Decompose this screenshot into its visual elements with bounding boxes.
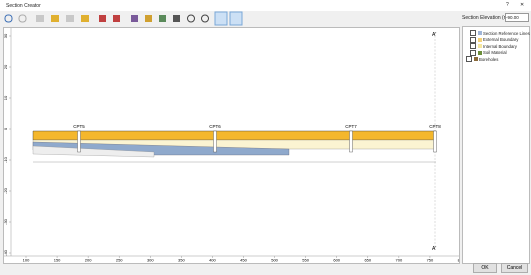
checkbox[interactable]: [470, 43, 476, 49]
x-tick-label: 750: [427, 258, 434, 263]
tree-item[interactable]: Soil Material: [470, 49, 507, 56]
layer-icon: [477, 31, 482, 35]
layer-icon: [477, 50, 482, 55]
layer-icon: [473, 57, 478, 61]
elevation-label: Section Elevation (m):: [462, 15, 511, 21]
x-tick-label: 200: [85, 258, 92, 263]
x-tick-label: 600: [333, 258, 340, 263]
y-tick-label: 20: [3, 64, 8, 69]
y-tick-label: -10: [3, 156, 8, 163]
y-tick-label: -40: [3, 249, 8, 256]
tree-label: Soil Material: [483, 50, 507, 55]
layer-icon: [477, 44, 482, 48]
borehole-label: CPT8: [429, 124, 441, 129]
x-tick-label: 250: [116, 258, 123, 263]
toolbar: [4, 11, 243, 26]
tree-label: External Boundary: [483, 37, 519, 42]
x-tick-label: 650: [364, 258, 371, 263]
y-tick-label: 10: [3, 95, 8, 100]
y-tick-label: 30: [3, 33, 8, 38]
layer-tree: Section Reference Lines External Boundary…: [462, 26, 530, 264]
tree-item[interactable]: External Boundary: [470, 36, 519, 43]
end-label-bottom: A': [432, 246, 436, 252]
tree-item[interactable]: Section Reference Lines: [470, 30, 530, 36]
y-tick-label: -20: [3, 187, 8, 194]
checkbox[interactable]: [470, 36, 476, 43]
layer-icon: [477, 37, 482, 42]
x-tick-label: 550: [302, 258, 309, 263]
borehole: [213, 130, 217, 153]
x-tick-label: 800: [458, 258, 460, 263]
checkbox[interactable]: [470, 30, 476, 36]
ok-button[interactable]: OK: [473, 263, 497, 273]
borehole-label: CPT6: [209, 124, 221, 129]
x-tick-label: 100: [23, 258, 30, 263]
borehole: [349, 130, 353, 153]
borehole: [77, 130, 81, 153]
close-button[interactable]: ✕: [520, 2, 525, 8]
borehole-label: CPT5: [73, 124, 85, 129]
tree-label: Boreholes: [479, 56, 499, 62]
y-tick-label: 0: [3, 127, 8, 130]
tree-item[interactable]: Internal Boundary: [470, 43, 517, 49]
x-tick-label: 350: [178, 258, 185, 263]
window-title: Section Creator: [6, 3, 41, 9]
tree-label: Internal Boundary: [483, 43, 517, 49]
toolbar-icons[interactable]: [4, 11, 243, 26]
checkbox[interactable]: [466, 56, 472, 62]
checkbox[interactable]: [470, 49, 476, 56]
tree-item[interactable]: Boreholes: [466, 56, 498, 62]
x-tick-label: 300: [147, 258, 154, 263]
borehole: [433, 130, 437, 153]
cancel-button[interactable]: Cancel: [501, 263, 528, 273]
x-tick-label: 400: [209, 258, 216, 263]
y-tick-label: -30: [3, 218, 8, 225]
tree-label: Section Reference Lines: [483, 30, 530, 36]
borehole-label: CPT7: [345, 124, 357, 129]
x-tick-label: 150: [54, 258, 61, 263]
x-tick-label: 450: [240, 258, 247, 263]
help-button[interactable]: ?: [506, 2, 509, 8]
title-bar: Section Creator ? ✕: [0, 0, 531, 11]
x-tick-label: 700: [396, 258, 403, 263]
end-label-top: A': [432, 32, 436, 38]
elevation-input[interactable]: -90.00: [505, 13, 529, 22]
x-tick-label: 500: [271, 258, 278, 263]
